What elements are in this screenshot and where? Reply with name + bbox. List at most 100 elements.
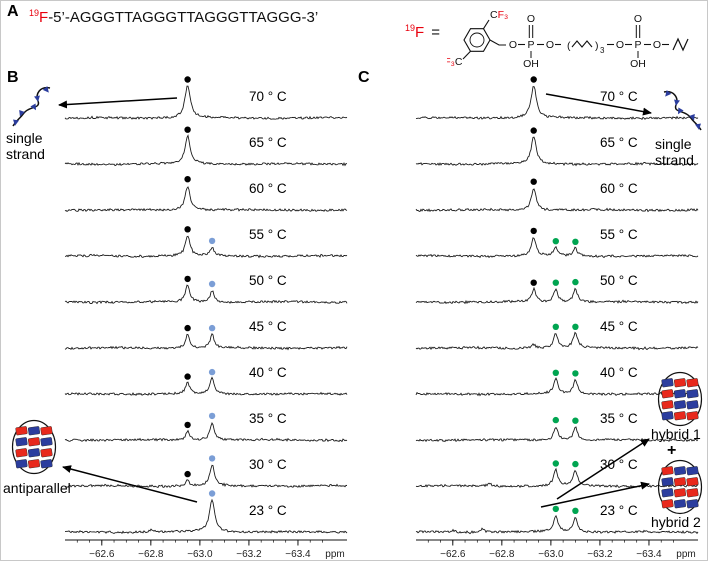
svg-text:O: O xyxy=(527,13,535,25)
nmr-trace-c-6: 45 ° C xyxy=(415,309,699,355)
axis-tick-label: −62.8 xyxy=(489,549,515,560)
temperature-label: 55 ° C xyxy=(249,227,287,242)
nmr-trace-b-2: 65 ° C xyxy=(64,125,348,171)
peak-marker-blue xyxy=(208,237,216,245)
quadruplex-icon xyxy=(657,371,703,427)
axis-tick-label: −63.0 xyxy=(538,549,564,560)
nmr-trace-b-6: 45 ° C xyxy=(64,309,348,355)
spectrum-line xyxy=(415,416,699,443)
antiparallel-label: antiparallel xyxy=(3,480,71,496)
temperature-label: 23 ° C xyxy=(249,503,287,518)
spectrum-line xyxy=(64,275,348,305)
svg-text:): ) xyxy=(595,40,599,52)
temperature-label: 40 ° C xyxy=(249,365,287,380)
temperature-label: 60 ° C xyxy=(249,181,287,196)
axis-tick-label: −62.6 xyxy=(89,549,115,560)
repeat-subscript: 3 xyxy=(600,46,605,55)
spectrum-line xyxy=(64,126,348,167)
cf3-left-label: F₃C xyxy=(447,56,463,68)
peak-marker-black xyxy=(184,275,191,283)
peak-marker-blue xyxy=(208,280,216,288)
peak-marker-black xyxy=(530,279,537,286)
temperature-label: 30 ° C xyxy=(600,457,638,472)
peak-marker-green xyxy=(572,507,579,514)
cf3-top-label: CF₃ xyxy=(490,9,508,21)
axis-tick-label: −62.8 xyxy=(138,549,164,560)
nmr-trace-b-3: 60 ° C xyxy=(64,171,348,217)
peak-marker-blue xyxy=(208,490,216,497)
hybrid2-label: hybrid 2 xyxy=(651,514,701,530)
axis-tick-label: −63.2 xyxy=(587,549,613,560)
ppm-axis: −62.6 −62.8 −63.0 −63.2 −63.4 ppm xyxy=(416,539,698,560)
peak-marker-green xyxy=(552,279,559,286)
hydroxyl-label: OH xyxy=(523,58,539,69)
temperature-label: 70 ° C xyxy=(249,89,287,104)
peak-marker-green xyxy=(552,505,559,513)
panel-a-label: A xyxy=(7,3,19,20)
peak-marker-black xyxy=(530,76,537,83)
spectrum-line xyxy=(64,412,348,443)
nmr-trace-c-7: 40 ° C xyxy=(415,355,699,401)
spectrum-line xyxy=(415,460,699,489)
quadruplex-icon xyxy=(11,419,57,475)
temperature-label: 23 ° C xyxy=(600,503,638,518)
tag-symbol: F xyxy=(415,24,425,41)
nmr-trace-b-8: 35 ° C xyxy=(64,401,348,447)
spectrum-line xyxy=(65,490,348,535)
temperature-label: 70 ° C xyxy=(600,89,638,104)
temperature-label: 65 ° C xyxy=(249,135,287,150)
svg-text:O: O xyxy=(634,13,642,25)
nmr-trace-c-8: 35 ° C xyxy=(415,401,699,447)
axis-tick-label: −63.4 xyxy=(636,549,662,560)
hybrid1-label: hybrid 1 xyxy=(651,426,701,442)
sequence-text: -5’-AGGGTTAGGGTTAGGGTTAGGG-3’ xyxy=(48,9,319,26)
peak-marker-blue xyxy=(208,368,216,376)
tag-superscript: 19 xyxy=(405,23,416,33)
nmr-trace-b-1: 70 ° C xyxy=(64,76,348,125)
isotope-superscript: 19 xyxy=(29,8,40,18)
spectrum-line xyxy=(64,176,348,212)
spectrum-line xyxy=(415,178,699,213)
temperature-label: 60 ° C xyxy=(600,181,638,196)
temperature-label: 30 ° C xyxy=(249,457,287,472)
single-strand-cartoon-right xyxy=(657,89,705,140)
phosphorus-label: P xyxy=(527,39,534,51)
hydroxyl-label: OH xyxy=(630,58,646,69)
peak-marker-black xyxy=(184,226,191,233)
peak-marker-green xyxy=(552,369,559,376)
peak-marker-blue xyxy=(208,412,216,420)
axis-tick-label: −63.4 xyxy=(285,549,311,560)
nmr-trace-c-1: 70 ° C xyxy=(415,76,699,125)
peak-marker-black xyxy=(184,470,191,478)
fluorine-tag-definition: 19F = xyxy=(405,23,440,41)
hybrid2-quadruplex-cartoon xyxy=(657,459,703,520)
spectrum-line xyxy=(415,127,699,167)
temperature-label: 35 ° C xyxy=(249,411,287,426)
peak-marker-black xyxy=(184,421,191,429)
ppm-axis: −62.6 −62.8 −63.0 −63.2 −63.4 ppm xyxy=(65,539,347,560)
spectrum-line xyxy=(415,505,699,535)
peak-marker-green xyxy=(552,238,559,245)
peak-marker-green xyxy=(572,417,579,424)
peak-marker-black xyxy=(184,126,191,133)
temperature-label: 45 ° C xyxy=(600,319,638,334)
temperature-label: 50 ° C xyxy=(249,273,287,288)
axis-tick-label: −63.2 xyxy=(236,549,262,560)
nmr-trace-c-2: 65 ° C xyxy=(415,125,699,171)
peak-marker-black xyxy=(530,127,537,134)
panel-b-axis: −62.6 −62.8 −63.0 −63.2 −63.4 ppm xyxy=(65,539,347,560)
single-strand-label-right: single strand xyxy=(655,136,694,168)
peak-marker-blue xyxy=(208,455,216,462)
peak-marker-black xyxy=(530,178,537,185)
temperature-label: 55 ° C xyxy=(600,227,638,242)
oxygen-label: O xyxy=(509,39,517,51)
quadruplex-icon xyxy=(657,459,703,515)
spectrum-line xyxy=(415,278,699,305)
spectrum-line xyxy=(415,76,699,120)
single-strand-icon xyxy=(12,86,51,127)
oligo-sequence: 19F-5’-AGGGTTAGGGTTAGGGTTAGGG-3’ xyxy=(29,8,318,26)
axis-unit-label: ppm xyxy=(325,549,344,560)
spectrum-line xyxy=(415,227,699,259)
